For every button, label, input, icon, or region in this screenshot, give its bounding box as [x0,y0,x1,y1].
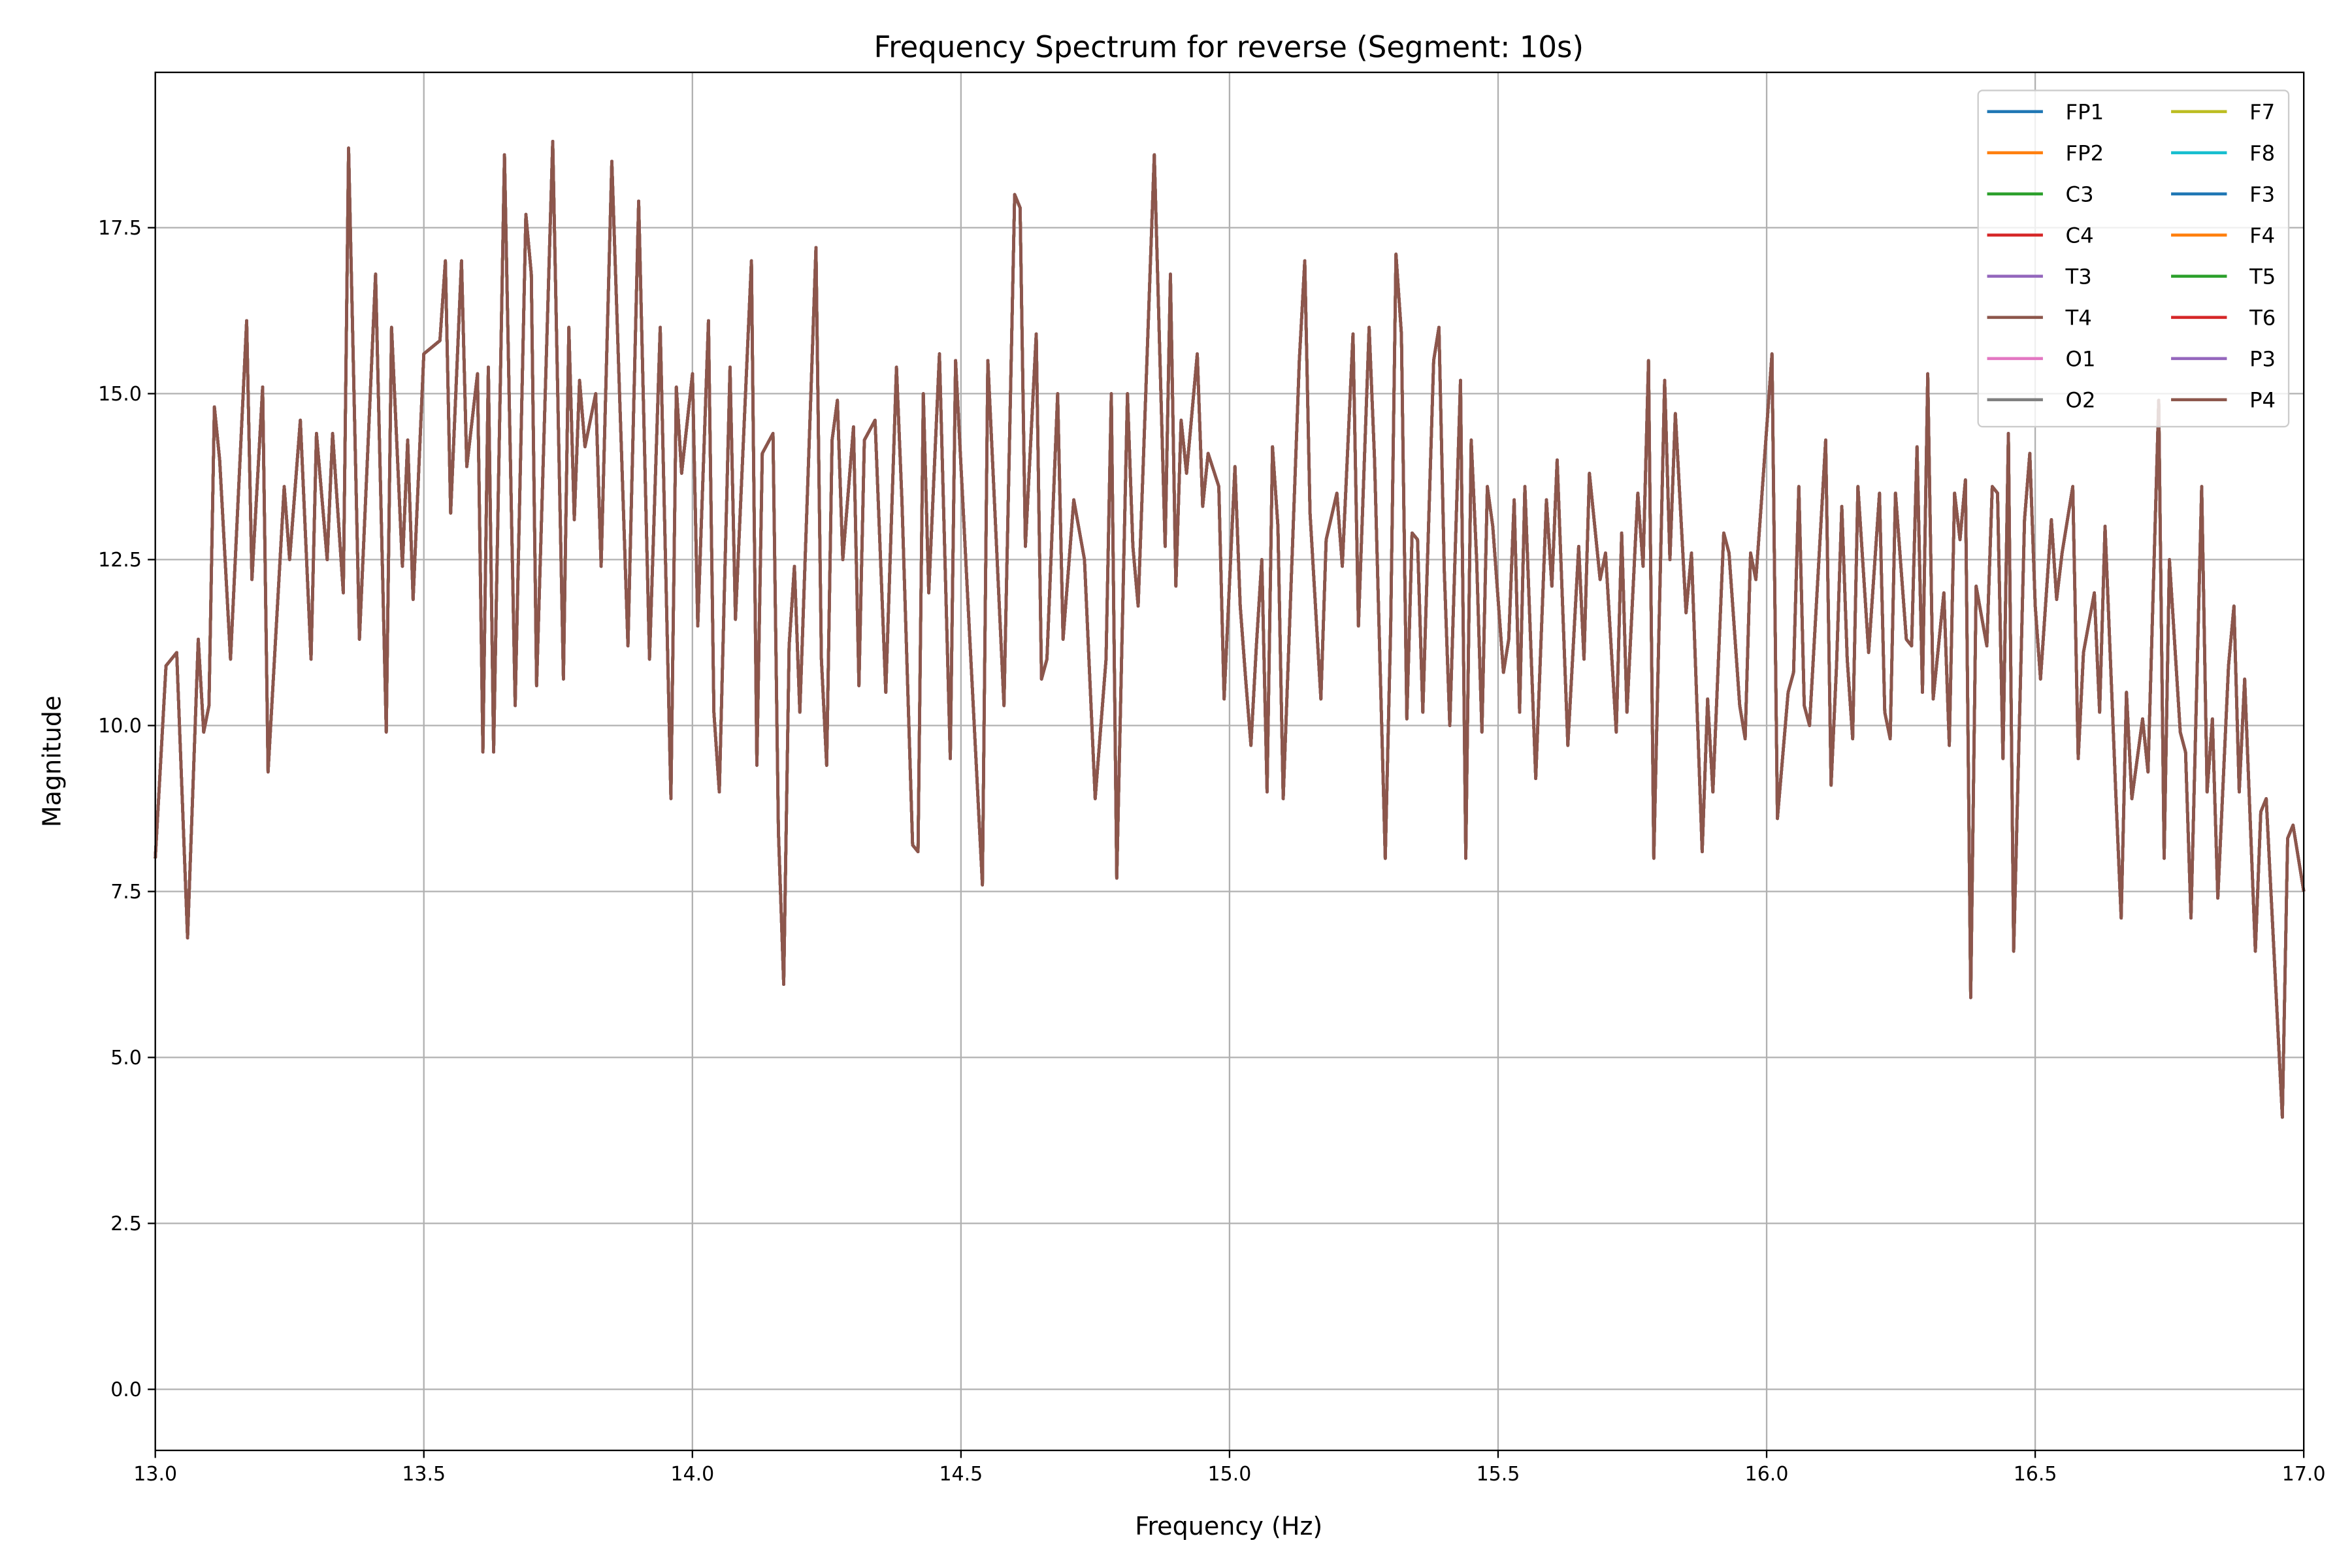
legend-label-f8: F8 [2249,140,2275,165]
legend-box [1977,90,2290,428]
y-tick-label: 10.0 [98,715,142,738]
series-line-p4 [154,140,2306,1119]
legend: FP1 FP2 C3 C4 T3 T4 O1 O2 F7 F8 F3 F4 T5 T6 P3 P4 [1977,90,2290,428]
legend-label-o1: O1 [2066,346,2096,371]
legend-label-p4: P4 [2249,387,2276,412]
legend-label-c4: C4 [2066,223,2094,248]
x-axis-label: Frequency (Hz) [1135,1512,1322,1541]
legend-label-t6: T6 [2249,305,2276,330]
legend-label-t3: T3 [2065,264,2092,289]
x-tick-label: 16.0 [1745,1463,1789,1486]
y-tick-label: 12.5 [98,549,142,572]
chart-title: Frequency Spectrum for reverse (Segment:… [874,30,1584,65]
y-tick-label: 0.0 [110,1379,142,1401]
legend-label-t5: T5 [2249,264,2276,289]
legend-label-f3: F3 [2249,182,2275,206]
x-tick-label: 16.5 [2014,1463,2057,1486]
x-tick-label: 14.5 [939,1463,983,1486]
legend-label-fp2: FP2 [2066,140,2104,165]
legend-label-t4: T4 [2065,305,2092,330]
y-axis-label: Magnitude [37,696,66,828]
x-tick-label: 17.0 [2282,1463,2326,1486]
y-tick-label: 7.5 [110,881,142,904]
x-tick-label: 13.5 [402,1463,446,1486]
legend-label-f7: F7 [2249,99,2275,124]
y-tick-label: 2.5 [110,1213,142,1235]
series-lines [154,140,2306,1119]
legend-label-c3: C3 [2066,182,2094,206]
y-tick-label: 5.0 [110,1047,142,1070]
legend-label-fp1: FP1 [2066,99,2104,124]
legend-label-f4: F4 [2249,223,2275,248]
y-tick-label: 17.5 [98,217,142,240]
x-tick-label: 14.0 [670,1463,714,1486]
x-tick-label: 15.5 [1477,1463,1520,1486]
y-tick-label: 15.0 [98,383,142,406]
legend-label-p3: P3 [2249,346,2276,371]
x-tick-label: 13.0 [133,1463,177,1486]
x-tick-label: 15.0 [1208,1463,1252,1486]
axis-ticks: 13.0 13.5 14.0 14.5 15.0 15.5 16.0 16.5 17.0 0.0 2… [98,217,2325,1486]
legend-label-o2: O2 [2066,387,2096,412]
